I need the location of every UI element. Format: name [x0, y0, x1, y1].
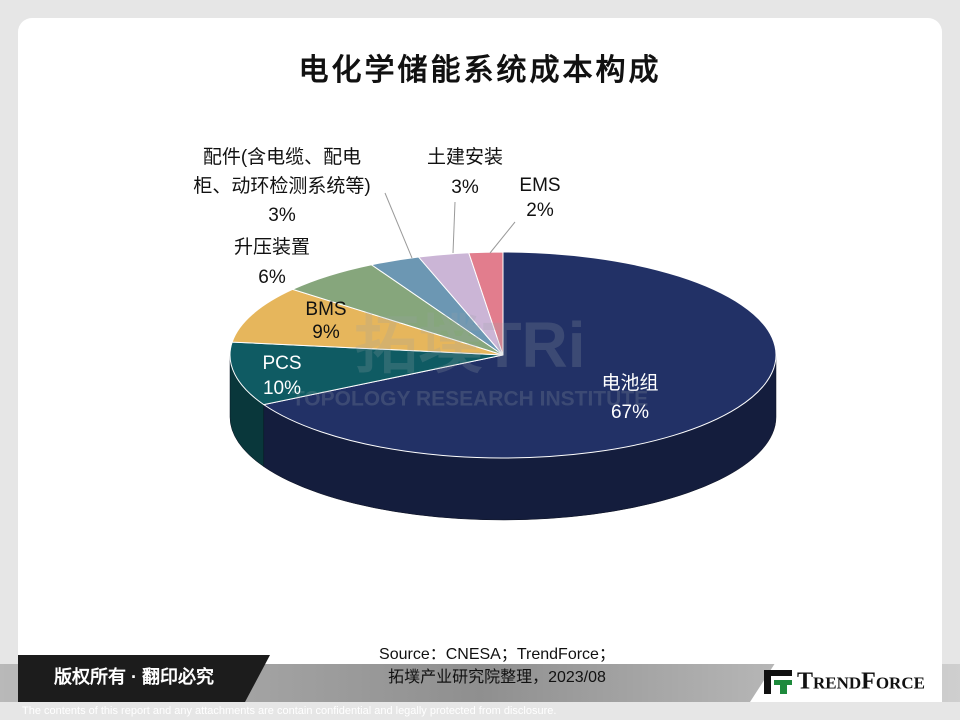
logo-bar: [780, 685, 787, 694]
disclaimer-strip: [0, 702, 960, 720]
source-line: Source：CNESA；TrendForce；: [379, 646, 615, 663]
logo-icon: [764, 670, 792, 694]
value-label: 67%: [611, 402, 649, 423]
logo-bar: [774, 680, 792, 685]
logo-bar: [764, 670, 792, 676]
watermark-name: TOPOLOGY RESEARCH INSTITUTE: [292, 388, 648, 411]
value-label: 3%: [268, 205, 296, 226]
value-label: 6%: [258, 267, 286, 288]
pie: [229, 251, 777, 521]
logo-box: [750, 640, 942, 702]
slice: [468, 251, 504, 356]
leader-line: [384, 192, 413, 259]
slice: [229, 341, 504, 406]
slice: [262, 251, 777, 459]
watermark: 拓墣TRi TOPOLOGY RESEARCH INSTITUTE: [292, 309, 648, 411]
category-label: 升压装置: [234, 236, 310, 258]
value-label: 2%: [526, 200, 554, 221]
value-label: 9%: [312, 322, 340, 343]
category-label: BMS: [305, 299, 346, 320]
value-label: 10%: [263, 378, 301, 399]
watermark-mark: 拓墣TRi: [354, 309, 585, 381]
copyright: 版权所有 · 翻印必究: [54, 666, 214, 687]
category-label: 电池组: [601, 372, 658, 394]
category-label: 配件(含电缆、配电柜、动环检测系统等): [193, 146, 370, 197]
logo-bar: [764, 670, 771, 694]
category-label: PCS: [262, 353, 301, 374]
chart-title: 电化学储能系统成本构成: [299, 53, 662, 87]
source-line: 拓墣产业研究院整理，2023/08: [388, 668, 606, 686]
copyright-box: [18, 655, 270, 702]
leader-line: [452, 201, 456, 254]
disclaimer: The contents of this report and any atta…: [22, 705, 556, 717]
leader-line: [489, 221, 516, 254]
category-label: EMS: [519, 175, 560, 196]
slice: [231, 288, 504, 356]
category-label: 土建安装: [427, 146, 503, 168]
logo-text: TrendForce: [797, 669, 925, 695]
value-label: 3%: [451, 177, 479, 198]
